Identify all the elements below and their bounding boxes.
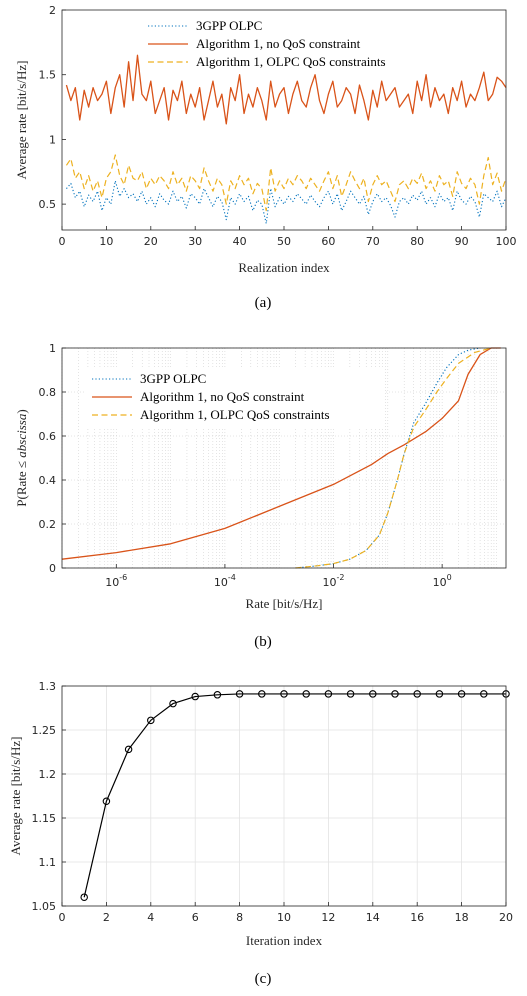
caption-c: (c) [255,971,272,987]
x-tick-label-a: 30 [188,235,202,248]
data-point-c [124,745,133,754]
x-tick-label-a: 80 [410,235,424,248]
series-line-b-2 [61,347,501,560]
x-tick-label-a: 60 [321,235,335,248]
data-point-c [413,690,421,698]
y-axis-label-c: Average rate [bit/s/Hz] [8,737,23,856]
x-tick-label-c: 6 [192,911,199,924]
x-tick-label-a: 20 [144,235,158,248]
plot-area-a [62,10,506,230]
y-tick-label-a: 1.5 [39,69,57,82]
x-tick-label-c: 18 [455,911,469,924]
x-tick-label-a: 10 [99,235,113,248]
data-point-c [302,690,310,698]
data-point-c [147,716,155,725]
x-tick-label-a: 40 [233,235,247,248]
x-axis-label-c: Iteration index [246,933,323,948]
y-tick-label-c: 1.2 [39,768,57,781]
y-tick-label-c: 1.1 [39,856,57,869]
y-tick-label-c: 1.25 [32,724,57,737]
legend-box-b [86,369,384,429]
data-point-c [480,690,488,698]
y-tick-label-a: 2 [49,4,56,17]
x-tick-label-c: 12 [321,911,335,924]
data-point-c [346,690,355,698]
legend-label-a-3: Algorithm 1, OLPC QoS constraints [196,54,386,69]
x-tick-label-c: 2 [103,911,110,924]
x-tick-label-b: 10-6 [105,573,127,589]
data-point-c [169,699,177,708]
y-tick-label-b: 0 [49,562,56,575]
legend-label-b-3: Algorithm 1, OLPC QoS constraints [140,407,330,422]
y-axis-label-a: Average rate [bit/s/Hz] [14,61,29,180]
data-point-c [280,690,288,698]
legend-label-a-1: 3GPP OLPC [196,18,262,33]
data-point-c [258,690,266,698]
x-tick-label-c: 16 [410,911,424,924]
legend-label-b-1: 3GPP OLPC [140,371,206,386]
x-tick-label-c: 0 [59,911,66,924]
data-point-c [435,690,444,698]
x-tick-label-c: 4 [147,911,154,924]
y-tick-label-c: 1.15 [32,812,57,825]
data-point-c [213,691,222,699]
x-tick-label-c: 8 [236,911,243,924]
x-axis-label-a: Realization index [238,260,330,275]
y-tick-label-a: 0.5 [39,198,57,211]
data-point-c [80,893,88,901]
x-tick-label-c: 14 [366,911,380,924]
series-line-b-3 [295,347,492,569]
x-tick-label-a: 50 [277,235,291,248]
data-point-c [369,690,377,698]
data-point-c [235,690,244,698]
series-line-a-2 [65,54,507,125]
axes-box-b [61,347,507,569]
y-tick-label-b: 0.4 [39,474,57,487]
data-point-c [191,692,199,701]
x-tick-label-a: 0 [59,235,66,248]
data-point-c [324,690,333,698]
series-line-a-3 [65,154,507,212]
x-tick-label-a: 70 [366,235,380,248]
y-axis-label-b: P(Rate ≤ abscissa) [14,409,29,506]
x-axis-label-b: Rate [bit/s/Hz] [246,596,323,611]
x-tick-label-a: 90 [455,235,469,248]
data-point-c [391,690,399,698]
x-tick-label-a: 100 [496,235,517,248]
data-point-c [457,690,466,698]
x-tick-label-b: 10-2 [323,573,345,589]
y-tick-label-b: 0.6 [39,430,57,443]
x-tick-label-b: 100 [433,573,452,589]
caption-a: (a) [255,295,272,311]
y-tick-label-b: 0.2 [39,518,57,531]
x-tick-label-c: 20 [499,911,513,924]
series-line-a-1 [66,180,507,225]
y-tick-label-c: 1.05 [32,900,57,913]
x-tick-label-c: 10 [277,911,291,924]
data-point-c [102,797,111,806]
x-tick-label-b: 10-4 [214,573,236,589]
y-tick-label-b: 0.8 [39,386,57,399]
legend-label-b-2: Algorithm 1, no QoS constraint [140,389,305,404]
y-tick-label-b: 1 [49,342,56,355]
y-tick-label-c: 1.3 [39,680,57,693]
y-tick-label-a: 1 [49,133,56,146]
legend-label-a-2: Algorithm 1, no QoS constraint [196,36,361,51]
caption-b: (b) [254,634,272,650]
